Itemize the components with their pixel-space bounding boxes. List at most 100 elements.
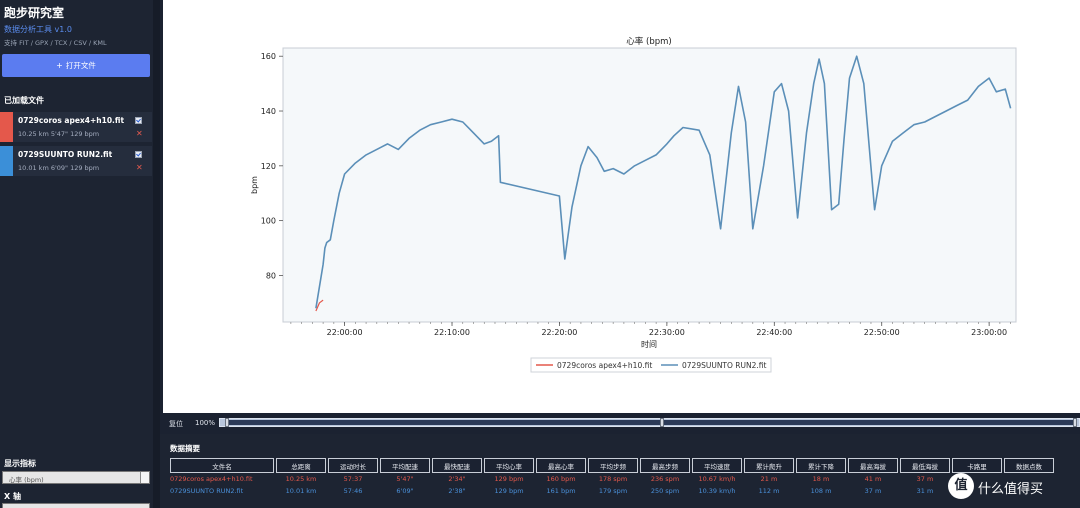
table-cell: 5'47": [396, 475, 414, 483]
file-name: 0729coros apex4+h10.fit: [18, 116, 125, 125]
table-cell: 179 spm: [598, 487, 628, 495]
app-title: 跑步研究室: [4, 6, 65, 20]
heart-rate-chart: 心率 (bpm) 80 100 120 140 160 22:00:00 22:10:00…: [250, 36, 1017, 373]
main-panel: 心率 (bpm) 80 100 120 140 160 22:00:00 22:10:00…: [160, 0, 1080, 508]
table-cell: 6'09": [396, 487, 414, 495]
series-layer: [315, 55, 1012, 312]
metrics-heading: 显示指标: [4, 459, 36, 468]
y-tick-label: 120: [261, 162, 276, 171]
metric-select[interactable]: 心率 (bpm): [2, 471, 150, 484]
legend-entry[interactable]: 0729SUUNTO RUN2.fit: [682, 361, 766, 370]
series-line-coros[interactable]: [315, 299, 324, 312]
table-cell: 108 m: [810, 487, 832, 495]
column-header[interactable]: 累计下降: [796, 458, 846, 473]
table-cell: 41 m: [864, 475, 882, 483]
x-tick-label: 22:40:00: [756, 328, 792, 337]
table-cell: 250 spm: [650, 487, 680, 495]
chart-title: 心率 (bpm): [626, 36, 671, 47]
table-cell: 236 spm: [650, 475, 680, 483]
file-visible-checkbox[interactable]: [135, 151, 142, 158]
summary-title: 数据摘要: [170, 444, 200, 453]
table-cell: 160 bpm: [546, 475, 576, 483]
table-cell: 37 m: [864, 487, 882, 495]
column-header[interactable]: 最快配速: [432, 458, 482, 473]
sidebar: 跑步研究室 数据分析工具 v1.0 支持 FIT / GPX / TCX / C…: [0, 0, 160, 508]
legend[interactable]: 0729coros apex4+h10.fit 0729SUUNTO RUN2.…: [530, 357, 772, 373]
metric-select-value: 心率 (bpm): [9, 476, 44, 484]
watermark-text: 什么值得买: [978, 482, 1044, 497]
file-card[interactable]: 0729coros apex4+h10.fit 10.25 km 5'47" 1…: [0, 112, 152, 142]
file-visible-checkbox[interactable]: [135, 117, 142, 124]
series-line-suunto[interactable]: [315, 55, 1012, 309]
table-cell: 57:46: [343, 487, 363, 495]
y-tick-label: 100: [261, 217, 276, 226]
table-cell: 0729SUUNTO RUN2.fit: [170, 487, 244, 495]
zoom-range-fill: [228, 420, 1073, 425]
table-cell: 37 m: [916, 475, 934, 483]
column-header[interactable]: 累计爬升: [744, 458, 794, 473]
loaded-files-heading: 已加载文件: [4, 96, 44, 105]
legend-entry[interactable]: 0729coros apex4+h10.fit: [557, 361, 652, 370]
y-axis-label: bpm: [250, 176, 259, 194]
summary-table: 文件名 总距离 运动时长 平均配速 最快配速 平均心率 最高心率 平均步频 最高步频 平均速度 累计…: [168, 458, 1056, 497]
open-file-button[interactable]: + 打开文件: [2, 54, 150, 77]
xaxis-select[interactable]: [2, 503, 150, 508]
table-cell: 21 m: [760, 475, 778, 483]
table-cell: 112 m: [758, 487, 780, 495]
column-header[interactable]: 总距离: [276, 458, 326, 473]
column-header[interactable]: 文件名: [170, 458, 274, 473]
column-header[interactable]: 最高步频: [640, 458, 690, 473]
column-header[interactable]: 平均心率: [484, 458, 534, 473]
column-header[interactable]: 数据点数: [1004, 458, 1054, 473]
y-tick-label: 80: [266, 271, 276, 280]
table-cell: 10.67 km/h: [698, 475, 736, 483]
dropdown-button[interactable]: [140, 472, 149, 483]
plot-background: [282, 47, 1017, 323]
y-axis: 80 100 120 140 160: [261, 52, 283, 280]
x-tick-label: 22:00:00: [327, 328, 363, 337]
file-color-stripe: [0, 146, 13, 176]
zoom-start-handle[interactable]: [225, 418, 229, 427]
table-row[interactable]: 0729SUUNTO RUN2.fit 10.01 km 57:46 6'09" 2'3…: [170, 485, 1054, 497]
watermark-logo-icon: 值: [948, 473, 974, 499]
sidebar-scrollbar[interactable]: [153, 0, 160, 508]
table-cell: 129 bpm: [494, 475, 524, 483]
column-header[interactable]: 平均速度: [692, 458, 742, 473]
table-cell: 10.39 km/h: [698, 487, 736, 495]
file-stats: 10.01 km 6'09" 129 bpm: [18, 164, 100, 172]
legend-box: [530, 357, 772, 373]
column-header[interactable]: 最高心率: [536, 458, 586, 473]
table-cell: 57:37: [343, 475, 363, 483]
y-tick-label: 140: [261, 107, 276, 116]
y-tick-label: 160: [261, 52, 276, 61]
zoom-end-handle[interactable]: [1073, 418, 1077, 427]
table-cell: 2'34": [448, 475, 466, 483]
table-cell: 10.01 km: [285, 487, 317, 495]
remove-file-icon[interactable]: ✕: [136, 129, 143, 138]
zoom-range-slider[interactable]: [219, 418, 1080, 427]
file-name: 0729SUUNTO RUN2.fit: [18, 150, 113, 159]
x-axis-label: 时间: [641, 339, 657, 349]
column-header[interactable]: 运动时长: [328, 458, 378, 473]
table-cell: 161 bpm: [546, 487, 576, 495]
table-cell: 0729coros apex4+h10.fit: [170, 475, 253, 483]
table-cell: 178 spm: [598, 475, 628, 483]
column-header[interactable]: 最高海拔: [848, 458, 898, 473]
remove-file-icon[interactable]: ✕: [136, 163, 143, 172]
x-tick-label: 22:50:00: [864, 328, 900, 337]
supported-formats: 支持 FIT / GPX / TCX / CSV / KML: [4, 39, 107, 47]
column-header[interactable]: 卡路里: [952, 458, 1002, 473]
watermark: 值 什么值得买: [948, 472, 1080, 502]
column-header[interactable]: 最低海拔: [900, 458, 950, 473]
column-header[interactable]: 平均步频: [588, 458, 638, 473]
app-subtitle: 数据分析工具 v1.0: [4, 25, 72, 34]
x-tick-label: 22:30:00: [649, 328, 685, 337]
zoom-center-handle[interactable]: [660, 418, 664, 427]
reset-zoom-button[interactable]: 复位: [169, 420, 183, 428]
file-card[interactable]: 0729SUUNTO RUN2.fit 10.01 km 6'09" 129 b…: [0, 146, 152, 176]
column-header[interactable]: 平均配速: [380, 458, 430, 473]
xaxis-heading: X 轴: [4, 492, 21, 501]
x-tick-label: 22:20:00: [541, 328, 577, 337]
table-row[interactable]: 0729coros apex4+h10.fit 10.25 km 57:37 5'47…: [170, 473, 1054, 485]
plot-area: 心率 (bpm) 80 100 120 140 160 22:00:00 22:10:00…: [163, 0, 1080, 413]
